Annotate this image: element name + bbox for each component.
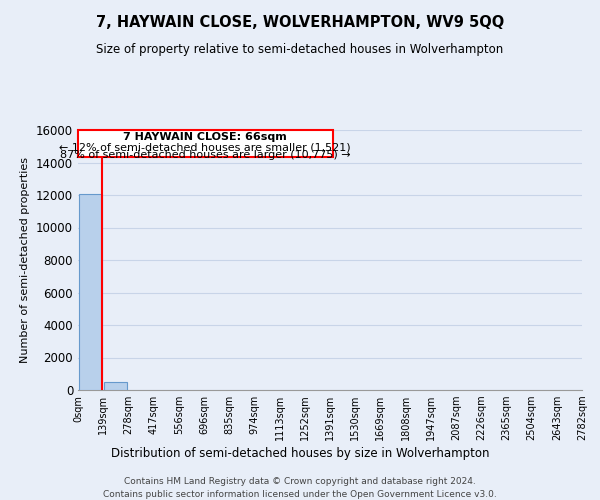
- Text: 7, HAYWAIN CLOSE, WOLVERHAMPTON, WV9 5QQ: 7, HAYWAIN CLOSE, WOLVERHAMPTON, WV9 5QQ: [96, 15, 504, 30]
- Text: Contains HM Land Registry data © Crown copyright and database right 2024.: Contains HM Land Registry data © Crown c…: [124, 478, 476, 486]
- Bar: [79, 194, 102, 390]
- Text: ← 12% of semi-detached houses are smaller (1,521): ← 12% of semi-detached houses are smalle…: [59, 142, 351, 152]
- Text: Size of property relative to semi-detached houses in Wolverhampton: Size of property relative to semi-detach…: [97, 42, 503, 56]
- Text: 7 HAYWAIN CLOSE: 66sqm: 7 HAYWAIN CLOSE: 66sqm: [124, 132, 287, 142]
- Y-axis label: Number of semi-detached properties: Number of semi-detached properties: [20, 157, 31, 363]
- Text: Distribution of semi-detached houses by size in Wolverhampton: Distribution of semi-detached houses by …: [111, 448, 489, 460]
- Text: Contains public sector information licensed under the Open Government Licence v3: Contains public sector information licen…: [103, 490, 497, 499]
- FancyBboxPatch shape: [78, 130, 332, 157]
- Bar: [104, 382, 127, 390]
- Text: 87% of semi-detached houses are larger (10,775) →: 87% of semi-detached houses are larger (…: [60, 150, 350, 160]
